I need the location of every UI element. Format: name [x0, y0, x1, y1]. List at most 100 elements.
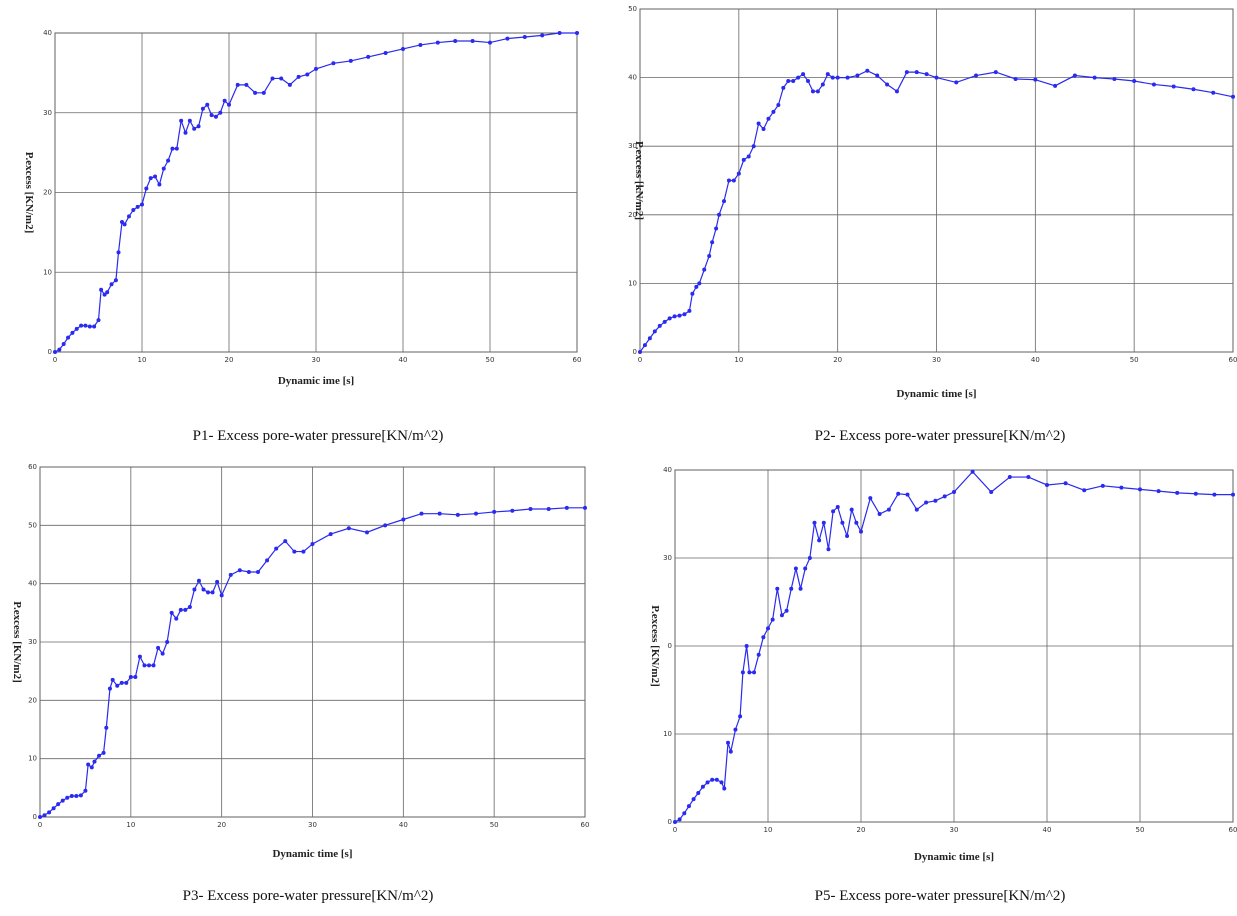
data-point: [719, 780, 724, 785]
data-point: [279, 76, 284, 81]
data-point: [657, 323, 662, 328]
data-point: [218, 110, 223, 115]
x-tick-label: 60: [1229, 356, 1237, 364]
data-point: [488, 40, 492, 45]
data-point: [401, 46, 405, 51]
data-point: [244, 82, 249, 87]
y-tick-label: 0: [48, 348, 52, 356]
data-point: [115, 683, 120, 688]
data-point: [474, 511, 478, 516]
data-point: [924, 500, 929, 505]
data-point: [178, 607, 183, 612]
data-point: [810, 89, 815, 94]
data-point: [74, 794, 79, 798]
y-tick-label: 10: [43, 268, 52, 276]
data-point: [222, 98, 227, 103]
data-point: [401, 517, 406, 522]
y-tick-label: 20: [28, 696, 37, 704]
data-point: [419, 511, 424, 516]
data-point: [747, 670, 752, 675]
data-point: [1026, 475, 1031, 480]
data-point: [435, 40, 440, 45]
data-point: [697, 281, 702, 286]
chart: 0 10 20 30 40 50 60 0 10 0 30 40 Dynamic time [s] P.e…: [649, 466, 1237, 904]
data-point: [1119, 485, 1124, 490]
data-point: [102, 292, 107, 297]
data-point: [79, 323, 84, 328]
data-point: [166, 158, 171, 163]
y-tick-label: 50: [628, 5, 637, 13]
data-point: [1191, 87, 1196, 92]
data-point: [505, 36, 510, 41]
data-point: [187, 605, 192, 609]
data-point: [1072, 73, 1077, 78]
data-point: [109, 282, 114, 287]
data-point: [174, 146, 179, 151]
y-tick-label: 0: [668, 818, 672, 826]
y-tick-label: 20: [43, 189, 52, 197]
x-tick-label: 10: [126, 821, 135, 829]
x-tick-label: 60: [1229, 826, 1237, 834]
data-point: [331, 61, 336, 66]
x-tick-label: 0: [638, 356, 642, 364]
data-point: [104, 725, 109, 730]
data-point: [179, 118, 184, 123]
data-point: [200, 106, 205, 111]
data-point: [160, 651, 165, 656]
data-point: [213, 114, 218, 119]
data-point: [970, 469, 975, 474]
data-point: [575, 31, 579, 35]
data-point: [798, 586, 803, 591]
data-point: [83, 323, 88, 328]
data-point: [815, 89, 820, 94]
data-point: [738, 714, 743, 719]
data-point: [776, 103, 781, 108]
y-tick-label: 30: [43, 109, 52, 117]
data-point: [1112, 76, 1117, 81]
data-point: [1212, 492, 1217, 497]
data-point: [305, 72, 310, 77]
chart-caption: P1- Excess pore-water pressure[KN/m^2): [193, 428, 444, 444]
data-point: [868, 496, 873, 501]
data-point: [124, 680, 129, 685]
data-point: [638, 350, 642, 354]
data-point: [97, 753, 102, 758]
data-point: [156, 645, 161, 650]
data-point: [256, 570, 260, 574]
data-point: [270, 76, 275, 81]
data-point: [105, 290, 110, 295]
data-point: [784, 608, 789, 613]
chart-caption: P5- Excess pore-water pressure[KN/m^2): [815, 888, 1066, 904]
data-point: [153, 174, 158, 179]
data-point: [165, 640, 170, 644]
data-point: [110, 677, 115, 682]
data-point: [751, 144, 756, 149]
data-point: [366, 54, 371, 59]
data-point: [766, 626, 770, 631]
x-tick-label: 0: [38, 821, 42, 829]
data-point: [1092, 75, 1097, 80]
data-point: [116, 250, 121, 255]
data-point: [803, 566, 808, 571]
data-point: [38, 815, 42, 819]
data-point: [47, 810, 52, 815]
data-point: [993, 70, 998, 75]
data-point: [192, 126, 197, 131]
data-point: [227, 102, 231, 107]
data-point: [296, 74, 301, 79]
data-point: [752, 670, 757, 675]
data-point: [540, 33, 545, 38]
y-tick-label: 30: [663, 554, 672, 562]
data-point: [170, 146, 175, 151]
x-tick-label: 50: [1136, 826, 1145, 834]
data-point: [924, 72, 929, 77]
y-tick-label: 0: [668, 642, 672, 650]
data-point: [126, 214, 131, 219]
data-point: [779, 613, 784, 618]
data-point: [865, 68, 870, 73]
data-point: [687, 308, 692, 313]
data-point: [952, 490, 956, 494]
data-point: [1211, 90, 1216, 95]
data-point: [826, 547, 831, 552]
